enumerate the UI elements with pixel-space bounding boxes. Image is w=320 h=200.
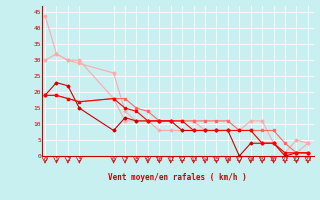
- X-axis label: Vent moyen/en rafales ( km/h ): Vent moyen/en rafales ( km/h ): [108, 173, 247, 182]
